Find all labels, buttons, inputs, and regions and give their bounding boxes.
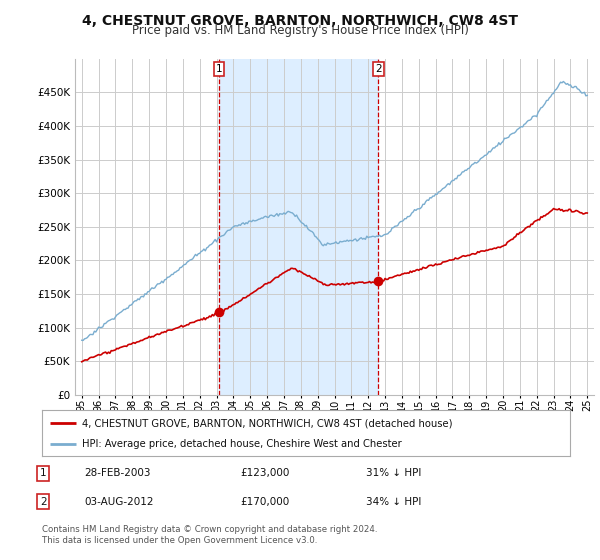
Text: 1: 1 xyxy=(40,468,47,478)
Text: 1: 1 xyxy=(216,64,223,74)
Text: 4, CHESTNUT GROVE, BARNTON, NORTHWICH, CW8 4ST (detached house): 4, CHESTNUT GROVE, BARNTON, NORTHWICH, C… xyxy=(82,418,452,428)
Text: 31% ↓ HPI: 31% ↓ HPI xyxy=(366,468,421,478)
Text: £123,000: £123,000 xyxy=(240,468,289,478)
Text: Price paid vs. HM Land Registry's House Price Index (HPI): Price paid vs. HM Land Registry's House … xyxy=(131,24,469,37)
Text: 34% ↓ HPI: 34% ↓ HPI xyxy=(366,497,421,507)
Text: 2: 2 xyxy=(375,64,382,74)
Text: 03-AUG-2012: 03-AUG-2012 xyxy=(84,497,154,507)
Text: HPI: Average price, detached house, Cheshire West and Chester: HPI: Average price, detached house, Ches… xyxy=(82,439,401,449)
Bar xyxy=(219,59,378,395)
Text: £170,000: £170,000 xyxy=(240,497,289,507)
Text: 4, CHESTNUT GROVE, BARNTON, NORTHWICH, CW8 4ST: 4, CHESTNUT GROVE, BARNTON, NORTHWICH, C… xyxy=(82,14,518,28)
Text: 2: 2 xyxy=(40,497,47,507)
Text: Contains HM Land Registry data © Crown copyright and database right 2024.
This d: Contains HM Land Registry data © Crown c… xyxy=(42,525,377,545)
Text: 28-FEB-2003: 28-FEB-2003 xyxy=(84,468,151,478)
